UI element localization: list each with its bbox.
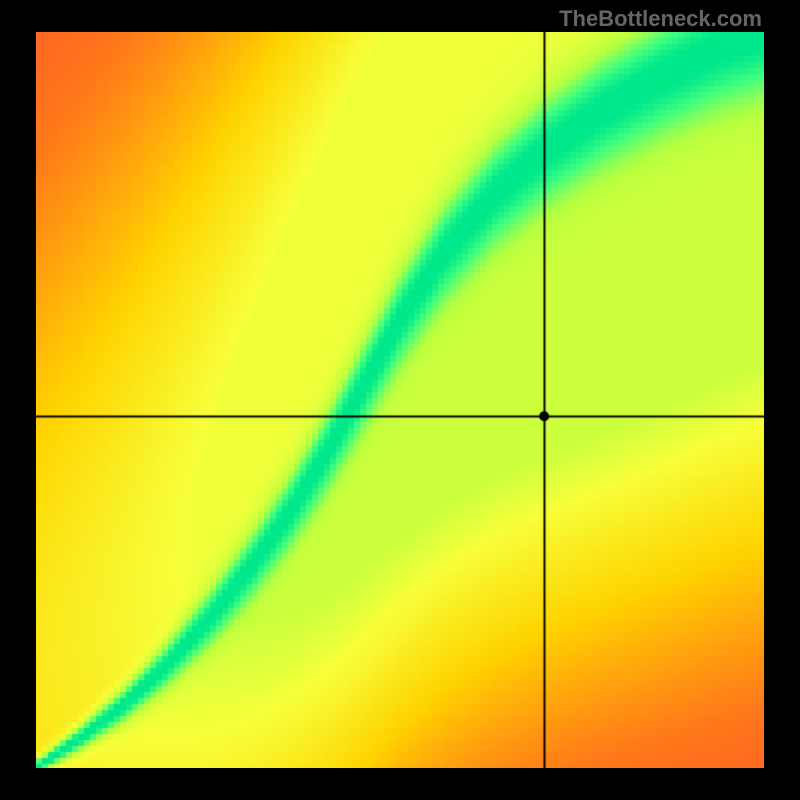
watermark-text: TheBottleneck.com (559, 6, 762, 32)
chart-container: { "watermark": { "text": "TheBottleneck.… (0, 0, 800, 800)
bottleneck-heatmap (36, 32, 764, 768)
